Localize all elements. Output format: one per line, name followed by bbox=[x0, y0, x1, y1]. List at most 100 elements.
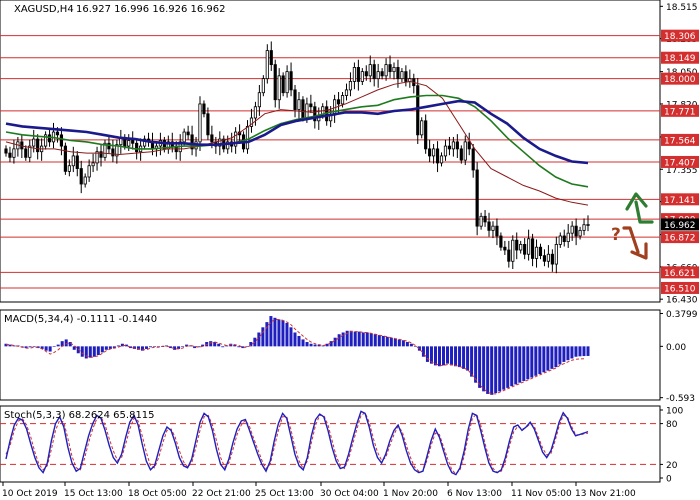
macd-bar bbox=[381, 335, 385, 347]
stochastic-tick-label: 80 bbox=[666, 420, 678, 430]
candle-body bbox=[558, 235, 562, 245]
stochastic-panel: Stoch(5,3,3) 68.2624 65.8115 100 80 20 0 bbox=[0, 405, 683, 485]
macd-signal-line bbox=[6, 319, 585, 395]
macd-bar bbox=[112, 346, 116, 349]
macd-bar bbox=[365, 332, 369, 347]
candle-body bbox=[392, 67, 396, 73]
candle-body bbox=[364, 71, 368, 77]
macd-bar bbox=[353, 331, 357, 347]
macd-bar bbox=[429, 346, 433, 364]
macd-bar bbox=[377, 335, 381, 347]
macd-bar bbox=[586, 346, 590, 356]
candle-body bbox=[459, 148, 463, 161]
candle-body bbox=[534, 246, 539, 259]
macd-bar bbox=[116, 345, 120, 347]
macd-bar bbox=[317, 344, 321, 347]
macd-signal-polyline bbox=[6, 319, 585, 395]
candle-body bbox=[281, 75, 285, 94]
candle-body bbox=[586, 224, 590, 226]
macd-bar bbox=[329, 341, 333, 347]
macd-bar bbox=[361, 332, 365, 347]
macd-bar bbox=[506, 346, 510, 388]
macd-bar bbox=[285, 322, 289, 347]
macd-bar bbox=[273, 317, 277, 347]
candle-body bbox=[451, 141, 455, 150]
candle-body bbox=[376, 71, 380, 80]
macd-bar bbox=[153, 346, 157, 347]
candle-body bbox=[127, 140, 131, 147]
time-tick-label: 25 Oct 13:00 bbox=[255, 489, 314, 499]
macd-bar bbox=[421, 346, 425, 357]
macd-bar bbox=[582, 346, 586, 357]
stochastic-levels bbox=[0, 423, 660, 465]
candle-body bbox=[135, 142, 139, 153]
up-arrow-icon bbox=[625, 192, 654, 224]
macd-bar bbox=[233, 344, 237, 347]
level-label-box bbox=[661, 155, 699, 168]
current-price-box bbox=[661, 218, 699, 231]
candle-body bbox=[99, 151, 103, 158]
candle-body bbox=[491, 225, 495, 231]
ma-blue-line bbox=[5, 99, 589, 165]
candle-body bbox=[455, 141, 459, 150]
candle-body bbox=[71, 155, 75, 167]
macd-bar bbox=[169, 346, 173, 349]
candle-body bbox=[463, 141, 467, 161]
macd-tick-label: 0.3799 bbox=[666, 310, 698, 320]
candle-body bbox=[356, 67, 360, 82]
candle-body bbox=[542, 255, 547, 262]
price-tick-label: 17.355 bbox=[666, 166, 698, 176]
time-tick-label: 11 Nov 05:00 bbox=[511, 489, 572, 499]
macd-bar bbox=[165, 345, 169, 347]
candle-body bbox=[467, 141, 471, 150]
candle-body bbox=[487, 221, 491, 231]
macd-bar bbox=[40, 346, 44, 349]
macd-bar bbox=[550, 346, 554, 369]
candle-body bbox=[55, 131, 60, 136]
stochastic-tick-label: 20 bbox=[666, 461, 678, 471]
candle-body bbox=[352, 67, 356, 82]
time-tick-label: 10 Oct 2019 bbox=[2, 489, 58, 499]
candle-body bbox=[479, 215, 483, 227]
candle-body bbox=[523, 244, 527, 255]
macd-bar bbox=[562, 346, 566, 362]
candle-body bbox=[340, 95, 345, 105]
candle-body bbox=[83, 176, 87, 185]
candle-body bbox=[59, 134, 64, 147]
candle-body bbox=[190, 134, 194, 150]
level-label: 17.141 bbox=[664, 196, 696, 206]
candle-body bbox=[277, 75, 281, 101]
macd-bar bbox=[305, 342, 309, 347]
scenario-arrows: ? bbox=[611, 192, 654, 260]
candle-body bbox=[396, 67, 400, 80]
candle-body bbox=[519, 244, 523, 251]
macd-bar bbox=[538, 346, 542, 375]
candle-body bbox=[261, 78, 265, 94]
candle-body bbox=[297, 99, 301, 110]
level-label-box bbox=[661, 104, 699, 117]
candle-body bbox=[186, 131, 190, 136]
level-label: 18.306 bbox=[664, 32, 696, 42]
candle-body bbox=[293, 89, 297, 110]
price-title: XAGUSD,H4 bbox=[14, 4, 74, 15]
candle-body bbox=[273, 64, 277, 101]
candle-body bbox=[400, 71, 404, 80]
macd-bar bbox=[462, 346, 466, 369]
candle-body bbox=[63, 145, 67, 172]
macd-bar bbox=[108, 346, 112, 349]
candle-body bbox=[36, 138, 40, 153]
time-tick-label: 6 Nov 13:00 bbox=[447, 489, 502, 499]
candle-body bbox=[380, 71, 384, 77]
candle-body bbox=[475, 169, 479, 227]
candle-body bbox=[210, 134, 214, 143]
macd-bar bbox=[369, 333, 373, 347]
macd-bar bbox=[277, 319, 281, 347]
time-tick-label: 30 Oct 04:00 bbox=[320, 489, 379, 499]
macd-bar bbox=[450, 346, 454, 366]
macd-title: MACD(5,34,4) -0.1111 -0.1440 bbox=[4, 314, 157, 325]
macd-bar bbox=[546, 346, 550, 371]
level-label: 17.771 bbox=[664, 107, 696, 117]
candle-body bbox=[182, 131, 186, 143]
candle-body bbox=[408, 78, 412, 82]
candle-body bbox=[218, 138, 222, 147]
